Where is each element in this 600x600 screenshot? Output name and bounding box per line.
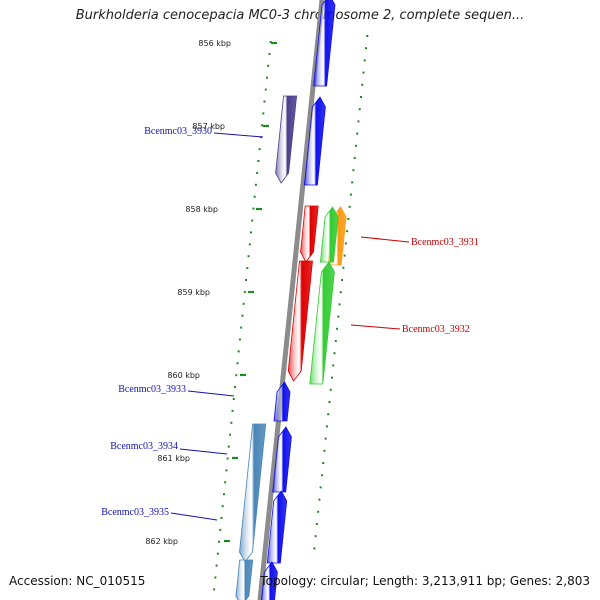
gene-feature[interactable] [309, 261, 335, 385]
accession-label: Accession: [9, 574, 73, 588]
label-leader-line [179, 448, 228, 455]
gene-feature[interactable] [261, 561, 278, 600]
gene-feature[interactable] [266, 490, 288, 564]
gene-labels: Bcenmc03_3930 Bcenmc03_3931 Bcenmc03_3932 B… [101, 126, 479, 521]
gene-features [235, 0, 347, 600]
map-title: Burkholderia cenocepacia MC0-3 chromosom… [75, 8, 525, 23]
topology-text: Topology: circular; Length: 3,213,911 bp… [260, 574, 590, 588]
gene-feature[interactable] [313, 0, 336, 87]
gene-feature[interactable] [239, 423, 267, 563]
position-ruler: 856 kbp 857 kbp 858 kbp 859 kbp 860 kbp 861 k… [145, 39, 277, 546]
gene-label[interactable]: Bcenmc03_3930 [144, 126, 212, 137]
label-leader-line [360, 236, 410, 243]
chromosome-backbone [257, 0, 325, 600]
gene-feature[interactable] [287, 260, 313, 382]
gene-label[interactable]: Bcenmc03_3931 [411, 237, 479, 248]
gene-label[interactable]: Bcenmc03_3935 [101, 507, 169, 518]
gene-label[interactable]: Bcenmc03_3933 [118, 384, 186, 395]
gene-feature[interactable] [273, 381, 291, 422]
ruler-label: 858 kbp [185, 205, 218, 214]
gene-feature[interactable] [272, 426, 292, 493]
gene-feature[interactable] [319, 206, 339, 263]
tick-marks [213, 35, 369, 591]
ruler-label: 862 kbp [145, 537, 178, 546]
label-leader-line [213, 132, 264, 138]
gene-feature[interactable] [300, 205, 319, 263]
label-leader-line [187, 390, 235, 397]
gene-feature[interactable] [275, 95, 298, 184]
gene-feature[interactable] [303, 96, 326, 186]
accession-value: NC_010515 [76, 574, 146, 588]
ruler-label: 856 kbp [198, 39, 231, 48]
ruler-label: 861 kbp [157, 454, 190, 463]
ruler-label: 860 kbp [167, 371, 200, 380]
gene-feature[interactable] [235, 559, 254, 600]
accession-text: Accession: NC_010515 [9, 574, 145, 588]
gene-label[interactable]: Bcenmc03_3932 [402, 324, 470, 335]
ruler-label: 857 kbp [192, 122, 225, 131]
ruler-label: 859 kbp [177, 288, 210, 297]
gene-label[interactable]: Bcenmc03_3934 [110, 441, 178, 452]
label-leader-line [170, 512, 218, 521]
label-leader-line [350, 324, 401, 330]
